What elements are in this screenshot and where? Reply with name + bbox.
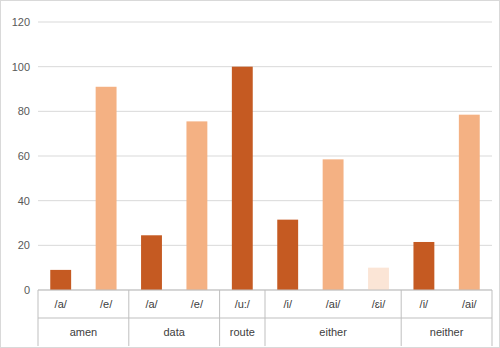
bar — [277, 220, 298, 290]
category-label: /u:/ — [235, 298, 251, 310]
group-label: data — [163, 326, 185, 338]
category-label: /i/ — [420, 298, 430, 310]
tick-label: 120 — [12, 16, 30, 28]
grid-line — [38, 22, 492, 23]
category-label: /e/ — [100, 298, 113, 310]
bars — [50, 67, 479, 290]
category-label: /ai/ — [326, 298, 342, 310]
category-label: /ɛi/ — [372, 298, 387, 310]
group-label: neither — [430, 326, 464, 338]
category-label: /e/ — [191, 298, 204, 310]
tick-label: 80 — [18, 105, 30, 117]
category-label: /i/ — [283, 298, 293, 310]
group-label: either — [319, 326, 347, 338]
bar — [232, 67, 253, 290]
category-label: /a/ — [145, 298, 158, 310]
bar — [368, 268, 389, 290]
tick-label: 40 — [18, 195, 30, 207]
bar — [413, 242, 434, 290]
label-row-line — [38, 318, 492, 319]
bar — [141, 235, 162, 290]
bar — [186, 121, 207, 290]
bar — [323, 159, 344, 290]
tick-label: 0 — [24, 284, 30, 296]
chart: 0 20 40 60 80 100 120/a/ /e/ /a/ /e/ /u:/ /i/ /ai/ /ɛ… — [0, 0, 500, 348]
tick-label: 60 — [18, 150, 30, 162]
bar — [96, 87, 117, 290]
tick-label: 20 — [18, 239, 30, 251]
chart-holder: 0 20 40 60 80 100 120/a/ /e/ /a/ /e/ /u:/ /i/ /ai/ /ɛ… — [0, 0, 500, 348]
bar — [459, 115, 480, 290]
grid-line — [38, 66, 492, 67]
chart-frame — [1, 1, 500, 348]
bar — [50, 270, 71, 290]
tick-label: 100 — [12, 61, 30, 73]
category-label: /a/ — [55, 298, 68, 310]
group-label: amen — [70, 326, 98, 338]
group-label: route — [230, 326, 255, 338]
category-label: /ai/ — [462, 298, 478, 310]
